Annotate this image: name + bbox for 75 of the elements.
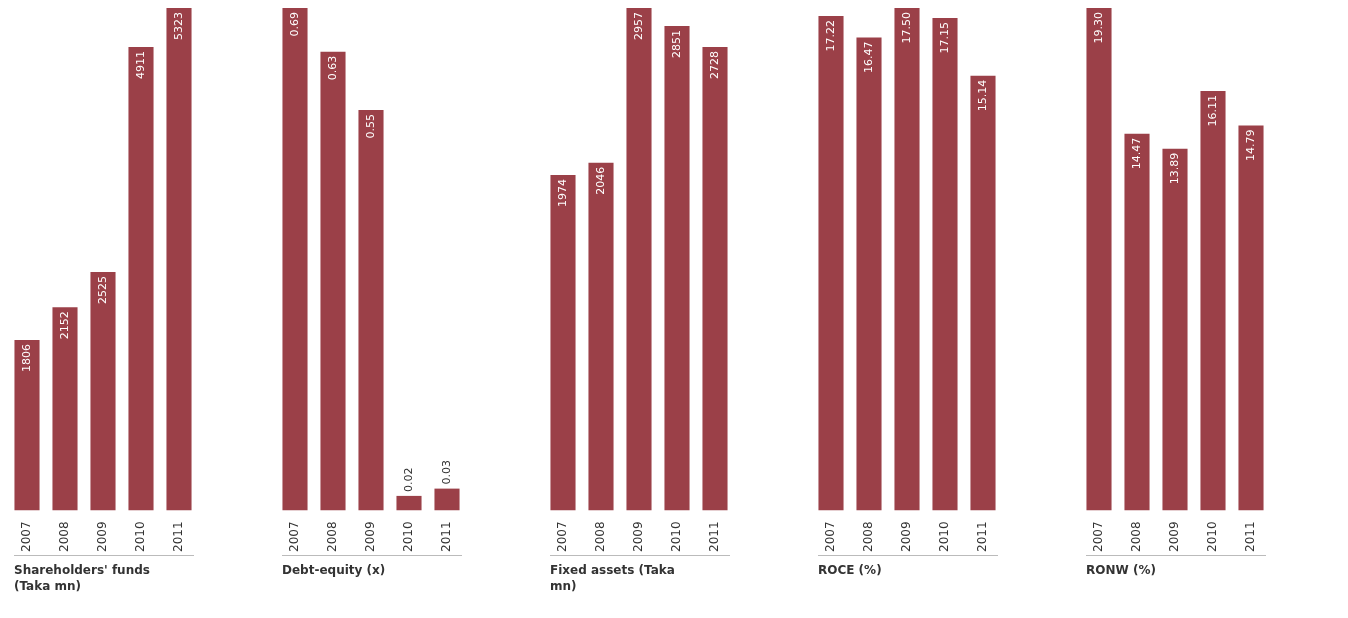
bar (14, 339, 40, 511)
data-label: 0.02 (401, 467, 415, 492)
x-axis-title: RONW (%) (1086, 555, 1266, 578)
x-tick-label: 2009 (631, 521, 646, 553)
data-label: 17.50 (899, 12, 913, 44)
bar (588, 162, 614, 511)
x-tick-label: 2010 (133, 521, 148, 553)
data-label: 1974 (555, 179, 569, 208)
x-tick-label: 2009 (95, 521, 110, 553)
data-label: 16.11 (1205, 95, 1219, 127)
x-tick-label: 2011 (439, 521, 454, 553)
bar (702, 46, 728, 511)
x-tick-label: 2008 (1129, 521, 1144, 553)
data-label: 13.89 (1167, 152, 1181, 185)
x-tick-label: 2011 (975, 521, 990, 553)
data-label: 0.63 (325, 55, 339, 81)
x-tick-label: 2011 (1243, 521, 1258, 553)
data-label: 14.47 (1129, 137, 1143, 170)
data-label: 17.22 (823, 20, 837, 52)
x-tick-label: 2007 (19, 521, 34, 553)
bar (550, 175, 576, 511)
bar (166, 8, 192, 511)
bar (128, 46, 154, 511)
x-tick-label: 2011 (707, 521, 722, 553)
x-tick-label: 2007 (1091, 521, 1106, 553)
bar (320, 51, 346, 511)
data-label: 2525 (95, 276, 109, 305)
bar (626, 8, 652, 511)
x-axis-title: Debt-equity (x) (282, 555, 462, 578)
bar (52, 307, 78, 511)
data-label: 4911 (133, 50, 147, 79)
data-label: 1806 (19, 343, 33, 372)
x-tick-label: 2007 (287, 521, 302, 553)
bar (1162, 148, 1188, 511)
x-tick-label: 2008 (861, 521, 876, 553)
data-label: 2851 (669, 30, 683, 59)
x-tick-label: 2010 (401, 521, 416, 553)
bar (1200, 91, 1226, 511)
data-label: 19.30 (1091, 12, 1105, 44)
x-tick-label: 2008 (325, 521, 340, 553)
x-axis-title: Shareholders' funds (Taka mn) (14, 555, 194, 594)
x-axis-title: ROCE (%) (818, 555, 998, 578)
x-tick-label: 2010 (669, 521, 684, 553)
data-label: 0.55 (363, 113, 377, 139)
x-tick-label: 2009 (363, 521, 378, 553)
x-tick-label: 2008 (593, 521, 608, 553)
x-tick-label: 2009 (899, 521, 914, 553)
bar (396, 495, 422, 511)
bar (282, 8, 308, 511)
bar (664, 26, 690, 511)
data-label: 16.47 (861, 41, 875, 74)
data-label: 17.15 (937, 22, 951, 54)
data-label: 15.14 (975, 79, 989, 112)
data-label: 2728 (707, 50, 721, 79)
x-tick-label: 2010 (1205, 521, 1220, 553)
data-label: 14.79 (1243, 129, 1257, 161)
x-tick-label: 2009 (1167, 521, 1182, 553)
x-tick-label: 2007 (555, 521, 570, 553)
bar (1238, 125, 1264, 511)
x-tick-label: 2008 (57, 521, 72, 553)
x-axis-title: Fixed assets (Taka mn) (550, 555, 730, 594)
bar (434, 488, 460, 511)
x-tick-label: 2007 (823, 521, 838, 553)
data-label: 2046 (593, 166, 607, 195)
bar (358, 109, 384, 511)
x-tick-label: 2010 (937, 521, 952, 553)
data-label: 2152 (57, 311, 71, 340)
data-label: 2957 (631, 12, 645, 40)
bar (1086, 8, 1112, 511)
data-label: 0.69 (287, 12, 301, 37)
bar (1124, 133, 1150, 511)
data-label: 0.03 (439, 460, 453, 485)
x-tick-label: 2011 (171, 521, 186, 553)
data-label: 5323 (171, 12, 185, 40)
bar (90, 272, 116, 511)
